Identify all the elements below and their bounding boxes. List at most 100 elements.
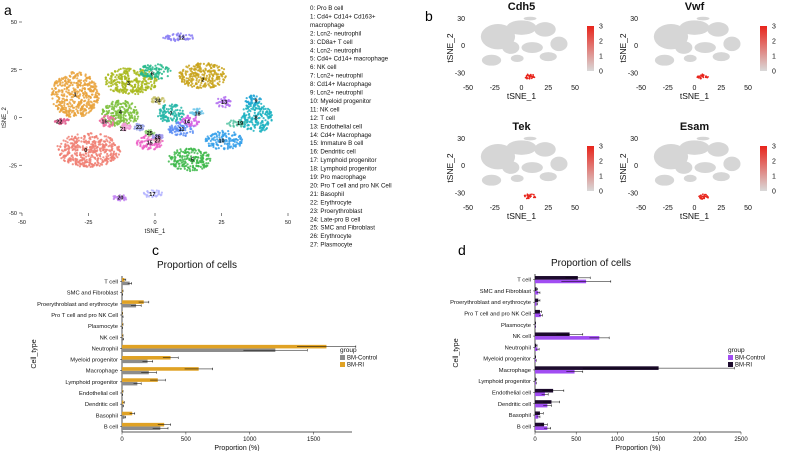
cell-point <box>174 130 177 133</box>
cell-point <box>159 139 162 142</box>
cell-point <box>134 89 137 92</box>
cell-region <box>683 174 697 183</box>
cell-point <box>128 92 131 95</box>
cell-point <box>169 130 173 133</box>
cell-point <box>147 66 150 69</box>
cell-point <box>75 141 78 144</box>
cell-point <box>253 111 256 114</box>
cell-point <box>106 104 109 107</box>
cell-point <box>154 138 157 141</box>
cell-point <box>67 89 70 92</box>
cell-point <box>85 164 88 167</box>
cell-point <box>198 70 202 73</box>
cell-point <box>216 138 219 141</box>
cell-region <box>523 136 537 141</box>
y-axis-label: tSNE_2 <box>618 33 628 63</box>
cell-point <box>96 137 99 140</box>
cell-point <box>195 82 198 85</box>
cell-point <box>214 139 217 142</box>
cell-point <box>91 165 94 168</box>
x-axis-label: tSNE_1 <box>680 211 710 221</box>
cell-point <box>196 62 199 65</box>
cell-point <box>140 140 143 143</box>
cell-point <box>224 132 227 135</box>
cell-point <box>179 158 182 161</box>
cell-point <box>95 154 99 157</box>
cluster-7-cells <box>157 103 185 123</box>
cell-region <box>521 162 543 173</box>
cell-region <box>694 162 716 173</box>
cell-point <box>252 108 255 111</box>
cell-point <box>167 116 170 119</box>
y-tick-label: -30 <box>628 70 638 77</box>
cell-point <box>199 76 202 79</box>
cell-point <box>179 112 182 115</box>
category-label: Proerythroblast and erythrocyte <box>450 300 531 306</box>
cell-point <box>99 162 102 166</box>
cell-point <box>57 107 60 110</box>
x-tick-label: 25 <box>717 85 725 92</box>
legend-entry: 22: Erythrocyte <box>310 199 352 206</box>
cell-point <box>262 108 265 111</box>
cell-point <box>89 100 92 103</box>
cell-point <box>62 150 65 153</box>
cell-point <box>139 72 142 75</box>
x-tick-label: 50 <box>744 85 752 92</box>
colorbar-tick-label: 3 <box>599 24 603 31</box>
cell-point <box>173 114 176 117</box>
colorbar-tick-label: 2 <box>772 39 776 46</box>
x-tick-label: 0 <box>153 220 156 226</box>
cell-point <box>199 84 202 87</box>
cluster-labels: 0123456789101112131415161718192021222324… <box>56 35 257 201</box>
category-label: Myeloid progenitor <box>70 358 118 364</box>
cell-point <box>127 74 130 78</box>
cell-point <box>241 123 244 126</box>
cell-point <box>220 101 223 104</box>
cell-point <box>55 80 58 83</box>
cell-point <box>170 124 173 127</box>
cell-point <box>89 145 92 149</box>
cell-point <box>175 103 178 107</box>
cell-point <box>119 110 122 113</box>
cell-point <box>122 126 126 129</box>
y-tick-label: 30 <box>630 136 638 143</box>
cell-point <box>50 93 53 96</box>
cell-point <box>71 163 74 166</box>
cell-point <box>53 120 57 123</box>
cell-point <box>223 142 226 145</box>
cell-point <box>79 163 82 166</box>
cell-point <box>187 77 190 80</box>
cell-point <box>218 132 221 135</box>
cell-point <box>262 105 265 108</box>
cell-point <box>152 71 155 74</box>
cell-point <box>113 107 116 110</box>
cell-point <box>77 111 80 115</box>
cell-point <box>121 81 124 84</box>
legend-entry: 0: Pro B cell <box>310 5 343 12</box>
cell-point <box>220 144 223 148</box>
cell-point <box>88 81 91 84</box>
legend-entry: 25: SMC and Fibroblast <box>310 225 375 232</box>
expressing-cell <box>532 76 535 78</box>
cell-point <box>101 112 104 115</box>
cell-point <box>86 148 89 151</box>
expressing-cell <box>532 74 534 76</box>
category-label: Proerythroblast and erythrocyte <box>37 302 118 308</box>
cell-point <box>161 66 165 69</box>
colorbar-tick-label: 1 <box>772 54 776 61</box>
cell-point <box>130 84 133 87</box>
cell-point <box>112 90 115 93</box>
cell-point <box>189 169 192 173</box>
cell-point <box>105 135 108 138</box>
cell-point <box>106 148 109 151</box>
cell-point <box>170 163 173 166</box>
cell-point <box>200 86 203 89</box>
cell-point <box>52 103 55 106</box>
cell-point <box>172 128 175 131</box>
cell-point <box>198 107 201 110</box>
cell-point <box>253 104 257 107</box>
cell-point <box>55 93 58 96</box>
cell-point <box>162 97 165 100</box>
cell-point <box>258 107 261 110</box>
cell-point <box>159 114 162 117</box>
